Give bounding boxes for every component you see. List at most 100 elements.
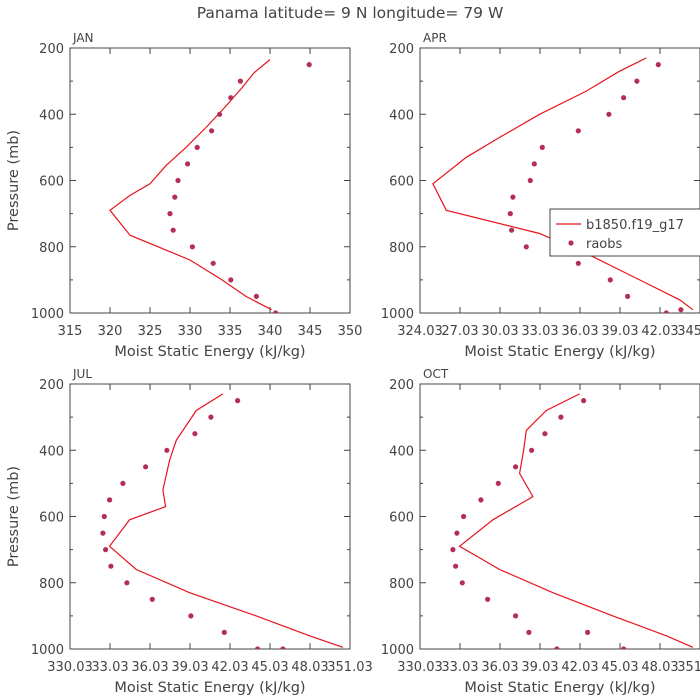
y-tick-label: 1000: [31, 643, 64, 658]
obs-point: [164, 447, 170, 453]
y-axis-label: Pressure (mb): [6, 130, 22, 231]
obs-point: [621, 646, 627, 649]
x-tick-label: 42.03: [561, 660, 598, 675]
panel-jan: 200 400 600 800 1000 315 320 325 330 335 340 345 350…: [6, 31, 362, 360]
x-tick-label: 33.03: [521, 324, 558, 339]
obs-point: [143, 464, 149, 470]
obs-point: [459, 580, 465, 586]
obs-point: [678, 307, 684, 313]
y-tick-label: 800: [39, 241, 64, 256]
obs-point: [185, 161, 191, 167]
plot-frame: [69, 47, 351, 314]
x-tick-label: 325: [138, 324, 163, 339]
x-axis-label: Moist Static Energy (kJ/kg): [464, 680, 655, 696]
obs-point: [120, 480, 126, 486]
x-tick-label: 33.03: [441, 660, 478, 675]
obs-point: [655, 62, 661, 68]
y-tick-label: 400: [39, 108, 64, 123]
y-axis-label: Pressure (mb): [6, 466, 22, 567]
x-tick-label: 320: [98, 324, 123, 339]
obs-point: [107, 497, 113, 503]
obs-point: [228, 277, 234, 283]
obs-point: [253, 293, 259, 299]
obs-point: [554, 646, 560, 649]
x-tick-label: 351.03: [677, 660, 700, 675]
obs-point: [453, 563, 459, 569]
obs-point: [280, 646, 286, 649]
obs-point: [221, 629, 227, 636]
obs-point: [228, 95, 234, 101]
obs-point: [255, 646, 261, 649]
obs-point: [209, 128, 215, 134]
x-tick-label: 345: [298, 324, 323, 339]
y-tick-label: 800: [389, 241, 414, 256]
y-tick-label: 1000: [381, 307, 414, 322]
x-tick-label: 39.03: [601, 324, 638, 339]
obs-point: [217, 111, 223, 117]
model-line: [458, 393, 694, 648]
obs-point: [149, 596, 155, 602]
obs-point: [542, 431, 548, 437]
obs-point: [167, 211, 173, 217]
obs-point: [103, 547, 109, 553]
x-tick-label: 315: [58, 324, 83, 339]
x-tick-label: 36.03: [481, 660, 518, 675]
obs-point: [485, 596, 491, 602]
obs-point: [607, 277, 613, 283]
figure-title: Panama latitude= 9 N longitude= 79 W: [197, 4, 504, 22]
y-tick-label: 200: [389, 378, 414, 393]
y-tick-label: 400: [39, 444, 64, 459]
obs-point: [461, 513, 467, 520]
x-axis-label: Moist Static Energy (kJ/kg): [114, 344, 305, 360]
obs-point: [273, 310, 279, 313]
obs-point: [513, 613, 519, 619]
x-tick-label: 45.03: [601, 660, 638, 675]
obs-point: [581, 398, 587, 404]
y-tick-label: 600: [39, 511, 64, 526]
obs-point: [170, 227, 176, 233]
y-tick-label: 800: [39, 577, 64, 592]
obs-point: [108, 563, 114, 569]
obs-point: [513, 464, 519, 470]
x-tick-label: 330.03: [47, 660, 93, 675]
obs-point: [208, 414, 214, 420]
x-tick-label: 42.03: [641, 324, 678, 339]
obs-point: [625, 293, 631, 299]
y-tick-label: 200: [39, 42, 64, 57]
obs-point: [101, 513, 107, 520]
obs-point: [172, 194, 178, 200]
x-tick-label: 36.03: [131, 660, 168, 675]
panel-title: APR: [423, 31, 447, 45]
obs-point: [189, 244, 195, 250]
obs-point: [634, 78, 640, 84]
y-tick-label: 600: [389, 175, 414, 190]
x-axis-label: Moist Static Energy (kJ/kg): [464, 344, 655, 360]
panel-title: OCT: [423, 367, 449, 381]
obs-point: [606, 111, 612, 117]
obs-point: [210, 260, 216, 266]
y-tick-label: 200: [389, 42, 414, 57]
x-tick-label: 36.03: [561, 324, 598, 339]
x-tick-label: 39.03: [521, 660, 558, 675]
panel-title: JUL: [72, 367, 92, 381]
y-tick-label: 400: [389, 444, 414, 459]
obs-point: [510, 194, 516, 200]
x-tick-label: 39.03: [171, 660, 208, 675]
obs-point: [235, 398, 241, 404]
obs-point: [509, 227, 515, 233]
obs-point: [188, 613, 194, 619]
obs-point: [529, 447, 535, 453]
plot-frame: [419, 47, 700, 314]
x-tick-label: 335: [218, 324, 243, 339]
legend-obs-swatch: [568, 240, 574, 246]
obs-point: [539, 144, 545, 150]
obs-point: [237, 78, 243, 84]
obs-point: [124, 580, 130, 586]
obs-point: [526, 629, 532, 636]
y-tick-label: 600: [389, 511, 414, 526]
x-tick-label: 351.03: [327, 660, 373, 675]
